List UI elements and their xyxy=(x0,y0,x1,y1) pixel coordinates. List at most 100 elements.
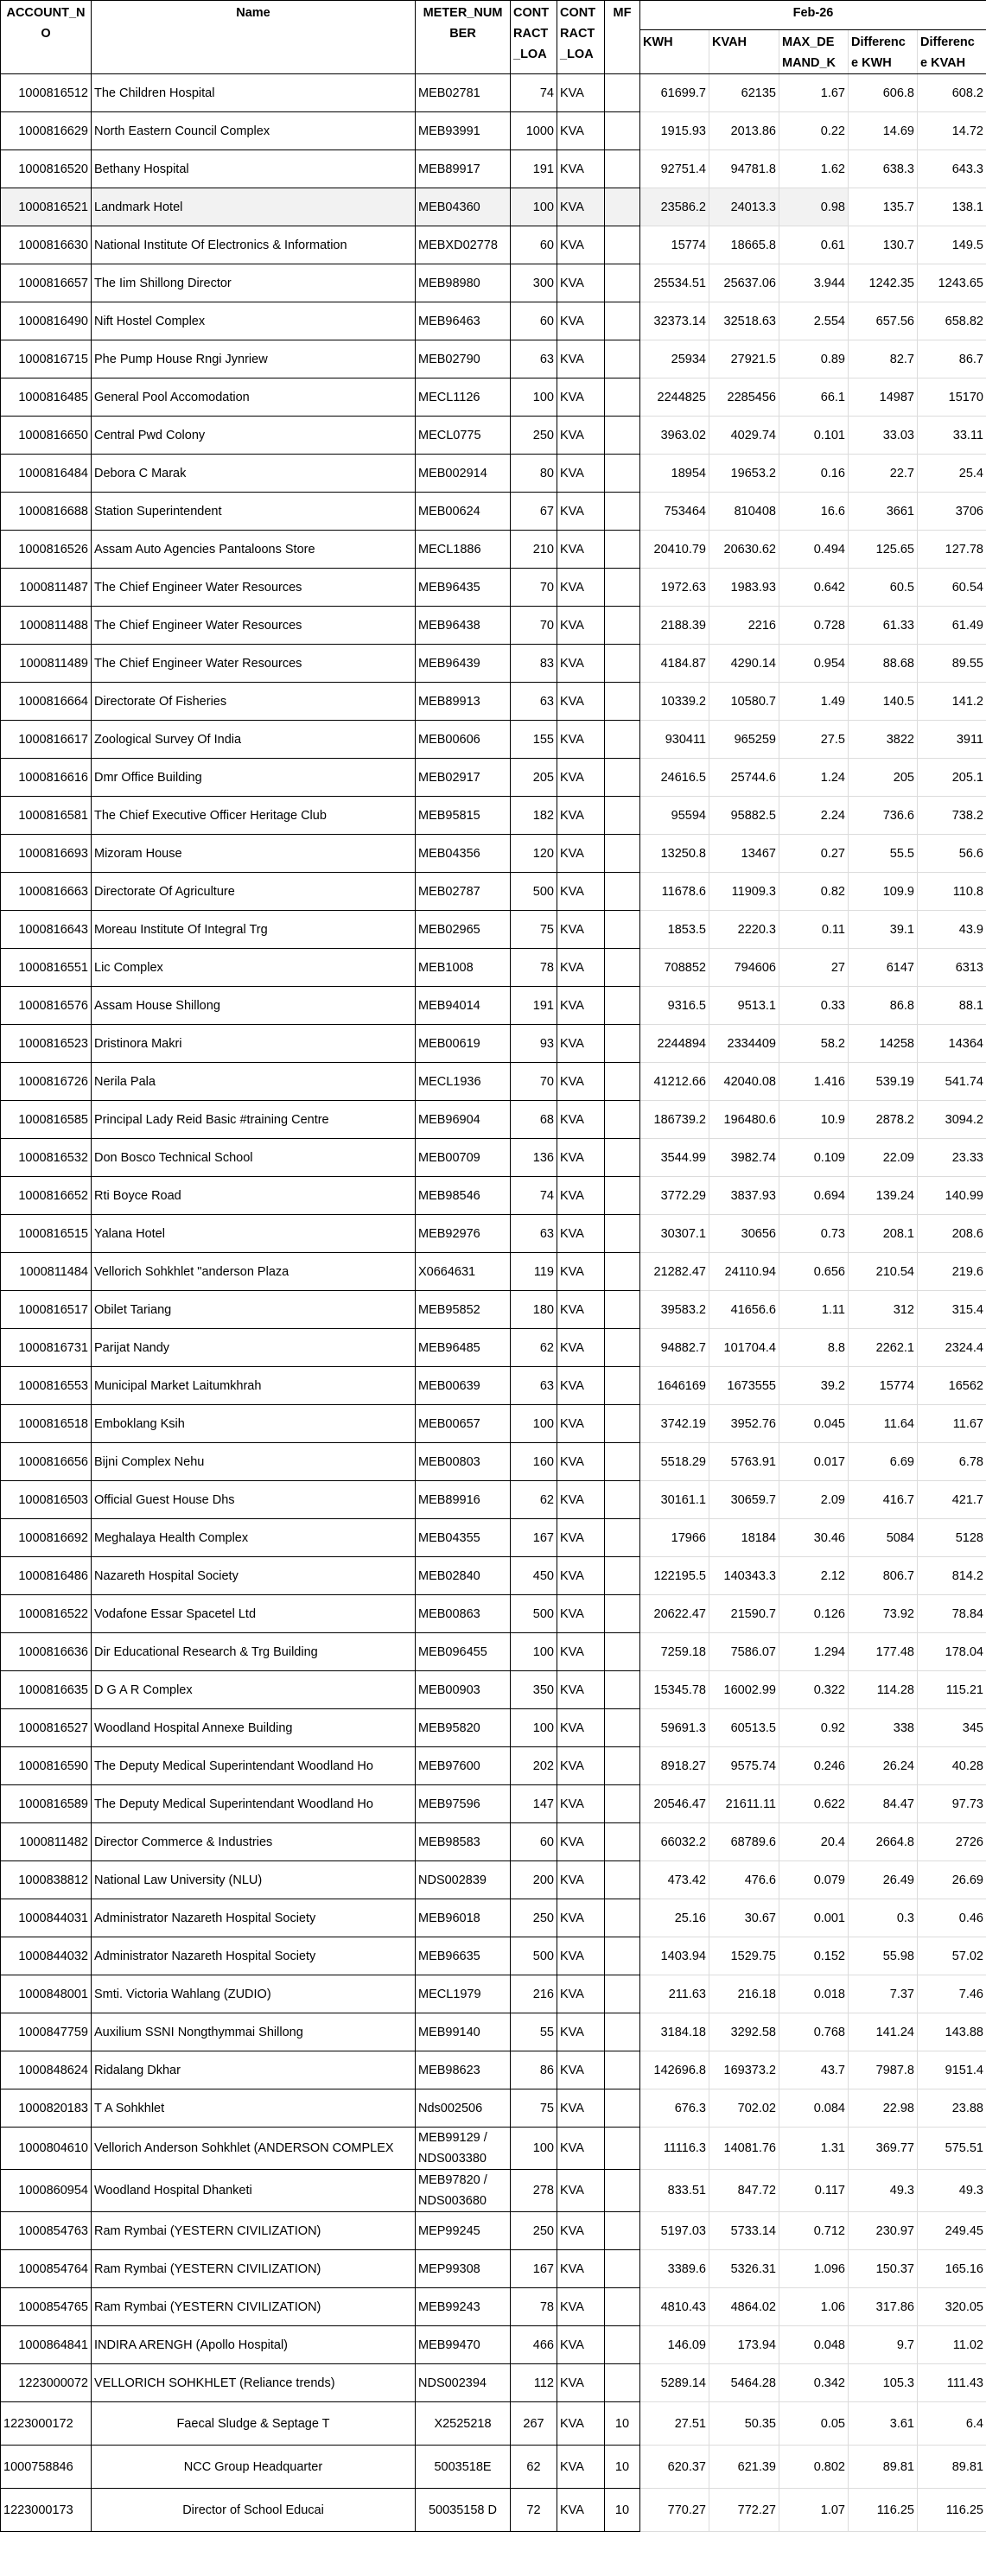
cell-contract-load-unit: KVA xyxy=(557,2325,605,2364)
cell-max-demand: 66.1 xyxy=(779,378,849,417)
cell-diff-kwh: 177.48 xyxy=(848,1632,918,1671)
cell-kvah: 41656.6 xyxy=(709,1290,779,1329)
cell-contract-load-unit: KVA xyxy=(557,1975,605,2013)
cell-kwh: 15774 xyxy=(639,226,709,264)
cell-diff-kwh: 14.69 xyxy=(848,111,918,150)
cell-contract-load: 250 xyxy=(510,416,557,455)
cell-account-no: 1000816490 xyxy=(0,302,92,340)
cell-max-demand: 1.294 xyxy=(779,1632,849,1671)
cell-name: Vellorich Anderson Sohkhlet (ANDERSON CO… xyxy=(91,2127,416,2170)
cell-kvah: 25637.06 xyxy=(709,264,779,302)
cell-meter-number: NDS002394 xyxy=(415,2363,511,2402)
cell-name: Emboklang Ksih xyxy=(91,1404,416,1443)
table-row: 1000848624 Ridalang Dkhar MEB98623 86 KVA 142… xyxy=(0,2051,986,2089)
cell-diff-kvah: 78.84 xyxy=(917,1594,986,1633)
table-row: 1000844032 Administrator Nazareth Hospita… xyxy=(0,1937,986,1975)
cell-contract-load: 500 xyxy=(510,1594,557,1633)
cell-diff-kwh: 130.7 xyxy=(848,226,918,264)
cell-name: North Eastern Council Complex xyxy=(91,111,416,150)
cell-contract-load-unit: KVA xyxy=(557,1138,605,1177)
cell-diff-kvah: 814.2 xyxy=(917,1556,986,1595)
cell-contract-load: 500 xyxy=(510,872,557,911)
cell-mf xyxy=(604,1290,640,1329)
cell-account-no: 1000816553 xyxy=(0,1366,92,1405)
cell-max-demand: 0.101 xyxy=(779,416,849,455)
cell-contract-load-unit: KVA xyxy=(557,1214,605,1253)
cell-contract-load: 250 xyxy=(510,1899,557,1937)
cell-meter-number: MEB02790 xyxy=(415,340,511,378)
cell-name: Station Superintendent xyxy=(91,492,416,531)
cell-contract-load: 100 xyxy=(510,1404,557,1443)
cell-contract-load: 112 xyxy=(510,2363,557,2402)
cell-mf: 10 xyxy=(604,2488,640,2532)
cell-kvah: 965259 xyxy=(709,720,779,759)
cell-kvah: 216.18 xyxy=(709,1975,779,2013)
table-row: 1000816636 Dir Educational Research & Trg… xyxy=(0,1632,986,1671)
cell-diff-kwh: 7.37 xyxy=(848,1975,918,2013)
cell-contract-load: 160 xyxy=(510,1442,557,1481)
cell-account-no: 1000860954 xyxy=(0,2169,92,2212)
cell-mf xyxy=(604,720,640,759)
cell-contract-load-unit: KVA xyxy=(557,1100,605,1139)
cell-kvah: 196480.6 xyxy=(709,1100,779,1139)
cell-max-demand: 0.16 xyxy=(779,454,849,493)
cell-kvah: 169373.2 xyxy=(709,2051,779,2089)
cell-mf xyxy=(604,682,640,721)
cell-account-no: 1000816521 xyxy=(0,188,92,226)
cell-kwh: 15345.78 xyxy=(639,1670,709,1709)
table-body: 1000816512 The Children Hospital MEB02781 7… xyxy=(0,73,986,2532)
cell-account-no: 1000816486 xyxy=(0,1556,92,1595)
cell-contract-load-unit: KVA xyxy=(557,1632,605,1671)
table-row: 1000816527 Woodland Hospital Annexe Build… xyxy=(0,1708,986,1747)
cell-diff-kvah: 608.2 xyxy=(917,73,986,112)
cell-kwh: 8918.27 xyxy=(639,1746,709,1785)
table-row: 1000816532 Don Bosco Technical School MEB0… xyxy=(0,1138,986,1177)
cell-mf xyxy=(604,1899,640,1937)
cell-contract-load-unit: KVA xyxy=(557,1062,605,1101)
cell-diff-kwh: 338 xyxy=(848,1708,918,1747)
cell-diff-kwh: 14987 xyxy=(848,378,918,417)
cell-diff-kvah: 165.16 xyxy=(917,2249,986,2288)
cell-diff-kvah: 23.88 xyxy=(917,2089,986,2128)
cell-name: Rti Boyce Road xyxy=(91,1176,416,1215)
cell-kvah: 13467 xyxy=(709,834,779,873)
cell-contract-load-unit: KVA xyxy=(557,2363,605,2402)
table-row: 1000804610 Vellorich Anderson Sohkhlet (A… xyxy=(0,2127,986,2170)
table-row: 1000816551 Lic Complex MEB1008 78 KVA 708852 7… xyxy=(0,948,986,987)
cell-kvah: 2285456 xyxy=(709,378,779,417)
cell-diff-kwh: 61.33 xyxy=(848,606,918,645)
cell-mf xyxy=(604,2211,640,2250)
cell-diff-kwh: 140.5 xyxy=(848,682,918,721)
cell-diff-kwh: 5084 xyxy=(848,1518,918,1557)
cell-meter-number: MEB00803 xyxy=(415,1442,511,1481)
cell-contract-load-unit: KVA xyxy=(557,2211,605,2250)
cell-diff-kvah: 14.72 xyxy=(917,111,986,150)
cell-meter-number: MEB96635 xyxy=(415,1937,511,1975)
cell-mf xyxy=(604,1404,640,1443)
cell-contract-load: 70 xyxy=(510,1062,557,1101)
cell-kwh: 30161.1 xyxy=(639,1480,709,1519)
cell-kvah: 60513.5 xyxy=(709,1708,779,1747)
cell-kwh: 3389.6 xyxy=(639,2249,709,2288)
cell-account-no: 1000854763 xyxy=(0,2211,92,2250)
cell-name: Don Bosco Technical School xyxy=(91,1138,416,1177)
cell-diff-kwh: 606.8 xyxy=(848,73,918,112)
table-row: 1000816590 The Deputy Medical Superintend… xyxy=(0,1746,986,1785)
cell-account-no: 1000816657 xyxy=(0,264,92,302)
cell-name: Dir Educational Research & Trg Building xyxy=(91,1632,416,1671)
cell-contract-load-unit: KVA xyxy=(557,1404,605,1443)
cell-kwh: 2244894 xyxy=(639,1024,709,1063)
cell-kvah: 42040.08 xyxy=(709,1062,779,1101)
cell-mf xyxy=(604,1214,640,1253)
cell-diff-kvah: 219.6 xyxy=(917,1252,986,1291)
cell-contract-load: 216 xyxy=(510,1975,557,2013)
cell-contract-load-unit: KVA xyxy=(557,1860,605,1899)
cell-account-no: 1000811482 xyxy=(0,1822,92,1861)
cell-contract-load-unit: KVA xyxy=(557,2401,605,2446)
cell-contract-load: 75 xyxy=(510,910,557,949)
cell-max-demand: 0.656 xyxy=(779,1252,849,1291)
table-row: 1000844031 Administrator Nazareth Hospita… xyxy=(0,1899,986,1937)
cell-diff-kwh: 49.3 xyxy=(848,2169,918,2212)
cell-diff-kvah: 49.3 xyxy=(917,2169,986,2212)
table-row: 1000816663 Directorate Of Agriculture MEB0… xyxy=(0,872,986,911)
